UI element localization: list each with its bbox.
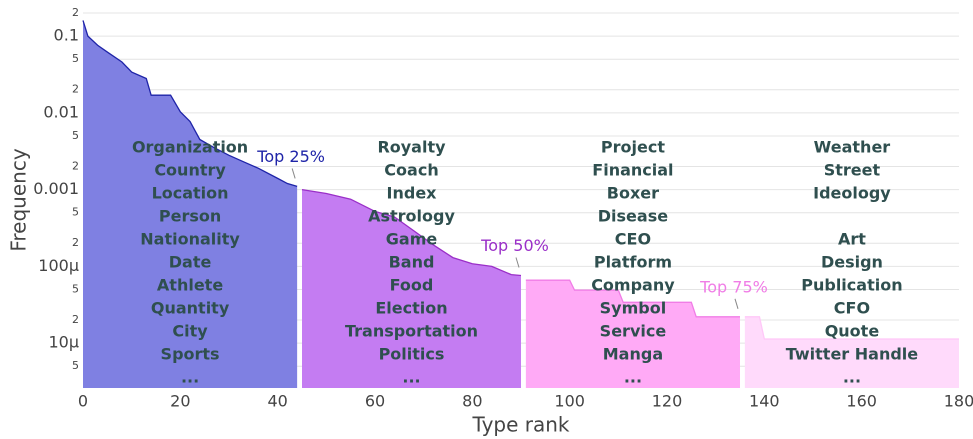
type-word: City <box>172 322 208 341</box>
type-word: Band <box>389 253 435 272</box>
annotation-arrow <box>515 257 520 268</box>
type-word: CEO <box>615 230 651 249</box>
annotation: Top 75% <box>699 277 768 296</box>
y-tick-label: 100μ <box>38 256 79 275</box>
type-word: Royalty <box>377 138 446 157</box>
annotation: Top 25% <box>256 147 325 166</box>
annotation-arrow <box>734 298 739 309</box>
type-word: Art <box>838 230 866 249</box>
type-word: Index <box>387 184 438 203</box>
type-word: Coach <box>384 161 438 180</box>
y-tick-label: 5 <box>72 206 79 219</box>
type-word: ... <box>402 368 420 387</box>
y-tick-label: 5 <box>72 52 79 65</box>
y-tick-label: 10μ <box>48 333 79 352</box>
type-word: Financial <box>592 161 673 180</box>
type-word: Quantity <box>151 299 230 318</box>
y-axis-title: Frequency <box>7 148 31 251</box>
type-word: Organization <box>132 138 248 157</box>
x-tick-label: 140 <box>749 392 780 411</box>
type-word: Transportation <box>345 322 478 341</box>
type-word: Game <box>386 230 438 249</box>
y-tick-label: 2 <box>72 6 79 19</box>
x-axis-title: Type rank <box>471 413 569 437</box>
annotation: Top 50% <box>480 236 549 255</box>
type-word: Politics <box>379 345 445 364</box>
type-word: Twitter Handle <box>786 345 919 364</box>
type-word: Company <box>591 276 675 295</box>
y-tick-label: 2 <box>72 159 79 172</box>
y-tick-label: 5 <box>72 359 79 372</box>
type-word: Astrology <box>368 207 455 226</box>
type-word: Boxer <box>607 184 659 203</box>
type-word: Service <box>600 322 667 341</box>
y-tick-label: 0.001 <box>33 179 79 198</box>
y-tick-label: 2 <box>72 313 79 326</box>
x-tick-label: 60 <box>365 392 385 411</box>
type-word: ... <box>181 368 199 387</box>
type-word: Date <box>169 253 212 272</box>
type-word: Symbol <box>600 299 667 318</box>
line <box>82 20 298 188</box>
x-tick-label: 0 <box>78 392 88 411</box>
annotation-arrow <box>291 168 296 179</box>
type-word: Design <box>821 253 883 272</box>
area <box>302 189 521 388</box>
y-tick-label: 0.1 <box>54 26 79 45</box>
type-word: Street <box>824 161 881 180</box>
type-word: Location <box>152 184 229 203</box>
type-word: Person <box>159 207 221 226</box>
type-word: Election <box>375 299 447 318</box>
x-tick-label: 80 <box>462 392 482 411</box>
area <box>83 20 298 389</box>
y-tick-label: 2 <box>72 83 79 96</box>
x-tick-label: 160 <box>846 392 877 411</box>
x-tick-label: 20 <box>170 392 190 411</box>
type-word: Weather <box>814 138 891 157</box>
type-word: CFO <box>834 299 870 318</box>
type-word: Country <box>154 161 226 180</box>
type-word: Nationality <box>140 230 240 249</box>
type-word: Sports <box>161 345 220 364</box>
type-word: ... <box>843 368 861 387</box>
type-word: Athlete <box>157 276 223 295</box>
area <box>744 316 959 388</box>
y-tick-label: 5 <box>72 129 79 142</box>
type-word: Project <box>601 138 665 157</box>
type-word: Food <box>390 276 434 295</box>
x-tick-label: 40 <box>267 392 287 411</box>
line <box>525 279 740 318</box>
type-word: Publication <box>801 276 902 295</box>
type-word: Platform <box>594 253 672 272</box>
type-word: Disease <box>598 207 668 226</box>
y-tick-label: 5 <box>72 282 79 295</box>
type-word: Quote <box>825 322 880 341</box>
x-tick-label: 180 <box>944 392 973 411</box>
y-tick-label: 0.01 <box>43 102 79 121</box>
x-tick-label: 100 <box>554 392 585 411</box>
y-tick-label: 2 <box>72 236 79 249</box>
line <box>301 188 522 277</box>
type-word: ... <box>624 368 642 387</box>
type-word: Ideology <box>813 184 891 203</box>
type-word: Manga <box>603 345 663 364</box>
area <box>525 280 740 388</box>
x-tick-label: 120 <box>652 392 683 411</box>
line <box>744 316 959 340</box>
